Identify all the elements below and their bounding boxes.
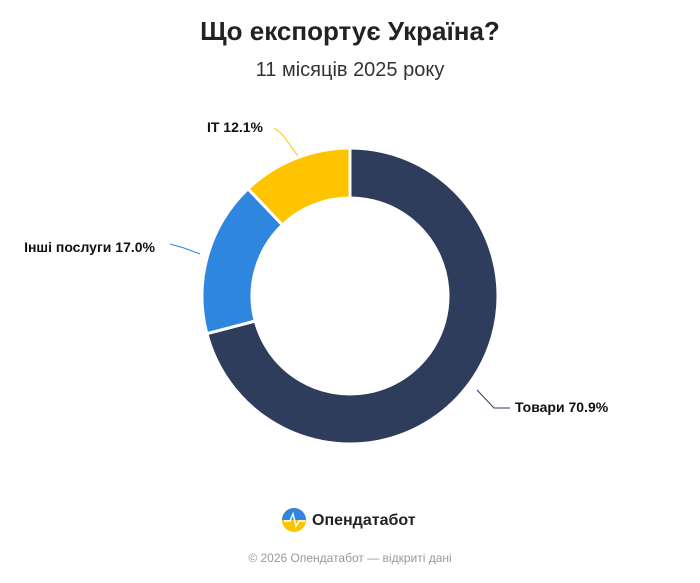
segment-label: Товари 70.9% [515,399,609,415]
donut-segment [205,146,500,446]
segment-label: IT 12.1% [207,119,264,135]
segment-value: 70.9% [568,399,608,415]
donut-segment [246,146,352,227]
leader-line [273,127,299,157]
segment-label: Інші послуги 17.0% [24,239,155,255]
leader-line [169,243,201,255]
brand-logo [282,508,306,532]
footer: © 2026 Опендатабот — відкриті дані [248,551,451,565]
leader-line [476,389,510,409]
chart-title: Що експортує Україна? [200,16,500,46]
chart-subtitle: 11 місяців 2025 року [256,59,445,81]
segment-value: 17.0% [115,239,155,255]
segment-name: Інші послуги [24,239,111,255]
brand-name: Опендатабот [312,512,416,529]
segment-name: IT [207,119,220,135]
segment-name: Товари [515,399,565,415]
segment-value: 12.1% [223,119,263,135]
